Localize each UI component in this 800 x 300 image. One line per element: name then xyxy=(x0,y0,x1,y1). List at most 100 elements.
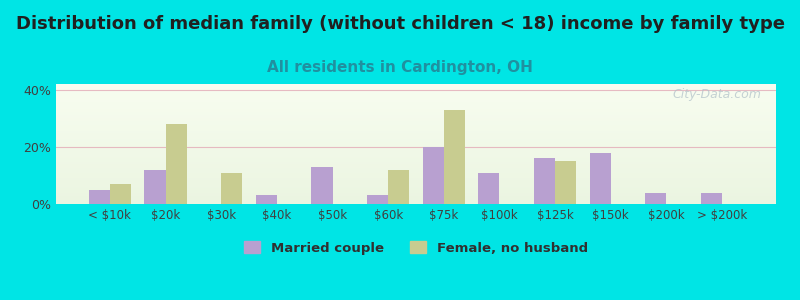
Bar xyxy=(56,148,776,149)
Bar xyxy=(56,107,776,108)
Bar xyxy=(56,192,776,193)
Bar xyxy=(56,176,776,178)
Bar xyxy=(56,149,776,150)
Bar xyxy=(56,186,776,187)
Bar xyxy=(56,185,776,186)
Bar xyxy=(444,110,465,204)
Bar xyxy=(56,145,776,146)
Bar xyxy=(56,138,776,139)
Bar xyxy=(56,116,776,118)
Bar xyxy=(56,94,776,95)
Bar xyxy=(56,157,776,158)
Bar xyxy=(701,193,722,204)
Bar xyxy=(56,164,776,166)
Bar xyxy=(422,147,444,204)
Bar xyxy=(388,170,410,204)
Bar xyxy=(56,106,776,107)
Bar xyxy=(56,156,776,157)
Bar xyxy=(56,137,776,138)
Bar xyxy=(56,170,776,172)
Bar xyxy=(56,95,776,96)
Bar xyxy=(56,130,776,131)
Bar xyxy=(56,179,776,180)
Text: Distribution of median family (without children < 18) income by family type: Distribution of median family (without c… xyxy=(15,15,785,33)
Bar xyxy=(56,96,776,97)
Bar xyxy=(56,169,776,170)
Bar xyxy=(56,198,776,199)
Bar xyxy=(110,184,131,204)
Bar xyxy=(56,154,776,155)
Bar xyxy=(56,124,776,125)
Bar xyxy=(56,150,776,151)
Bar xyxy=(56,134,776,136)
Bar xyxy=(555,161,576,204)
Bar xyxy=(56,120,776,121)
Bar xyxy=(56,200,776,202)
Bar xyxy=(56,162,776,163)
Bar xyxy=(56,160,776,161)
Legend: Married couple, Female, no husband: Married couple, Female, no husband xyxy=(239,236,593,260)
Text: City-Data.com: City-Data.com xyxy=(673,88,762,100)
Bar xyxy=(56,86,776,88)
Bar xyxy=(56,178,776,179)
Bar xyxy=(56,202,776,203)
Bar xyxy=(56,166,776,167)
Bar xyxy=(89,190,110,204)
Bar xyxy=(56,155,776,156)
Bar xyxy=(56,119,776,120)
Bar xyxy=(56,114,776,115)
Text: All residents in Cardington, OH: All residents in Cardington, OH xyxy=(267,60,533,75)
Bar xyxy=(56,113,776,114)
Bar xyxy=(56,173,776,174)
Bar xyxy=(56,132,776,133)
Bar xyxy=(56,142,776,143)
Bar xyxy=(56,91,776,92)
Bar xyxy=(646,193,666,204)
Bar xyxy=(56,187,776,188)
Bar xyxy=(56,172,776,173)
Bar xyxy=(56,126,776,127)
Bar xyxy=(56,167,776,168)
Bar xyxy=(56,125,776,126)
Bar xyxy=(56,140,776,142)
Bar xyxy=(56,88,776,89)
Bar xyxy=(56,128,776,130)
Bar xyxy=(256,195,277,204)
Bar xyxy=(56,144,776,145)
Bar xyxy=(56,184,776,185)
Bar xyxy=(56,92,776,94)
Bar xyxy=(56,121,776,122)
Bar xyxy=(166,124,186,204)
Bar xyxy=(144,170,166,204)
Bar xyxy=(56,190,776,191)
Bar xyxy=(56,108,776,109)
Bar xyxy=(56,104,776,106)
Bar xyxy=(56,102,776,103)
Bar xyxy=(56,161,776,162)
Bar xyxy=(56,109,776,110)
Bar xyxy=(56,175,776,176)
Bar xyxy=(56,146,776,148)
Bar xyxy=(56,110,776,112)
Bar xyxy=(56,199,776,200)
Bar xyxy=(56,136,776,137)
Bar xyxy=(590,153,611,204)
Bar xyxy=(56,191,776,192)
Bar xyxy=(56,194,776,196)
Bar xyxy=(56,181,776,182)
Bar xyxy=(56,168,776,169)
Bar xyxy=(56,197,776,198)
Bar xyxy=(56,89,776,90)
Bar xyxy=(56,180,776,181)
Bar xyxy=(56,203,776,204)
Bar xyxy=(56,152,776,154)
Bar xyxy=(56,115,776,116)
Bar xyxy=(56,84,776,85)
Bar xyxy=(56,174,776,175)
Bar xyxy=(56,112,776,113)
Bar xyxy=(56,131,776,132)
Bar xyxy=(56,90,776,91)
Bar xyxy=(311,167,333,204)
Bar xyxy=(56,103,776,104)
Bar xyxy=(534,158,555,204)
